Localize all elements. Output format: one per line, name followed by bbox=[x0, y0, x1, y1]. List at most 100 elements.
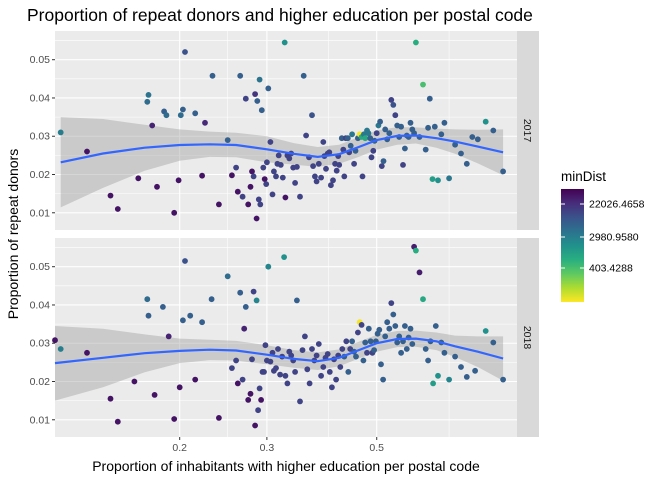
x-tick-label: 0.5 bbox=[369, 442, 384, 454]
data-point bbox=[192, 376, 199, 383]
data-point bbox=[343, 338, 350, 345]
data-point bbox=[362, 339, 369, 346]
data-point bbox=[463, 160, 470, 167]
data-point bbox=[254, 98, 261, 104]
data-point bbox=[192, 110, 199, 117]
data-point bbox=[402, 323, 408, 329]
data-point bbox=[255, 196, 262, 203]
data-point bbox=[367, 135, 374, 142]
data-point bbox=[309, 346, 315, 352]
data-point bbox=[163, 112, 170, 119]
data-point bbox=[288, 352, 295, 359]
data-point bbox=[390, 311, 397, 318]
data-point bbox=[313, 178, 320, 185]
x-tick-label: 0.3 bbox=[260, 442, 275, 454]
data-point bbox=[252, 91, 258, 97]
data-point bbox=[294, 164, 300, 170]
data-point bbox=[239, 376, 246, 383]
data-point bbox=[384, 319, 391, 326]
data-point bbox=[482, 118, 489, 125]
data-point bbox=[338, 135, 345, 142]
data-point bbox=[380, 376, 386, 383]
data-point bbox=[297, 193, 303, 200]
y-tick-label: 0.03 bbox=[30, 338, 51, 350]
data-point bbox=[420, 81, 426, 88]
data-point bbox=[267, 358, 274, 365]
data-point bbox=[355, 329, 361, 336]
data-point bbox=[328, 182, 334, 189]
data-point bbox=[469, 134, 476, 140]
data-point bbox=[135, 175, 142, 182]
data-point bbox=[229, 172, 235, 179]
data-point bbox=[182, 49, 188, 55]
data-point bbox=[345, 369, 352, 375]
data-point bbox=[458, 150, 464, 157]
data-point bbox=[371, 347, 377, 353]
strip-2017 bbox=[517, 31, 539, 230]
data-point bbox=[432, 323, 439, 329]
data-point bbox=[279, 174, 286, 181]
data-point bbox=[300, 72, 307, 79]
data-point bbox=[426, 95, 433, 102]
data-point bbox=[362, 135, 369, 142]
data-point bbox=[57, 129, 64, 136]
data-point bbox=[144, 98, 151, 105]
legend-label: 22026.4658 bbox=[589, 199, 645, 211]
data-point bbox=[394, 339, 401, 346]
data-point bbox=[458, 364, 464, 370]
y-axis-label: Proportion of repeat donors bbox=[5, 149, 21, 319]
data-point bbox=[441, 349, 448, 356]
data-point bbox=[253, 215, 260, 222]
data-point bbox=[336, 162, 343, 168]
data-point bbox=[216, 201, 222, 208]
data-point bbox=[318, 174, 324, 181]
data-point bbox=[320, 364, 327, 370]
data-point bbox=[435, 372, 441, 379]
data-point bbox=[114, 418, 121, 425]
data-point bbox=[315, 341, 322, 347]
legend-ticks: 22026.4658 2980.9580 403.4288 bbox=[561, 199, 645, 275]
data-point bbox=[202, 119, 208, 126]
data-point bbox=[249, 168, 255, 175]
data-point bbox=[382, 126, 389, 133]
data-point bbox=[407, 119, 414, 126]
data-point bbox=[177, 112, 184, 119]
data-point bbox=[84, 349, 90, 356]
data-point bbox=[165, 333, 172, 340]
data-point bbox=[422, 146, 429, 153]
y-tick-label: 0.02 bbox=[30, 169, 51, 181]
panel-2018-confidence-band bbox=[55, 326, 504, 401]
data-point bbox=[326, 369, 333, 375]
data-point bbox=[263, 181, 270, 188]
smooth-line bbox=[60, 134, 504, 164]
data-point bbox=[171, 209, 178, 216]
data-point bbox=[250, 173, 257, 180]
data-point bbox=[490, 339, 497, 346]
data-point bbox=[349, 338, 355, 345]
data-point bbox=[277, 371, 283, 378]
data-point bbox=[237, 72, 244, 79]
data-point bbox=[306, 380, 313, 387]
data-point bbox=[378, 163, 385, 170]
data-point bbox=[500, 168, 506, 175]
data-point bbox=[330, 177, 336, 184]
data-point bbox=[388, 97, 395, 103]
y-tick-label: 0.04 bbox=[30, 299, 51, 311]
data-point bbox=[425, 124, 431, 131]
data-point bbox=[386, 325, 393, 332]
legend: minDist 22026.4658 2980.9580 403.4288 bbox=[561, 169, 645, 302]
data-point bbox=[329, 384, 335, 391]
data-point bbox=[303, 132, 309, 139]
data-point bbox=[242, 95, 249, 102]
data-point bbox=[264, 159, 270, 166]
data-point bbox=[282, 372, 289, 379]
data-point bbox=[341, 173, 348, 180]
data-point bbox=[365, 130, 372, 137]
data-point bbox=[57, 346, 64, 352]
data-point bbox=[347, 142, 354, 149]
data-point bbox=[292, 369, 298, 375]
data-point bbox=[187, 312, 194, 319]
data-point bbox=[294, 297, 300, 304]
data-point bbox=[233, 164, 240, 171]
data-point bbox=[267, 139, 274, 145]
